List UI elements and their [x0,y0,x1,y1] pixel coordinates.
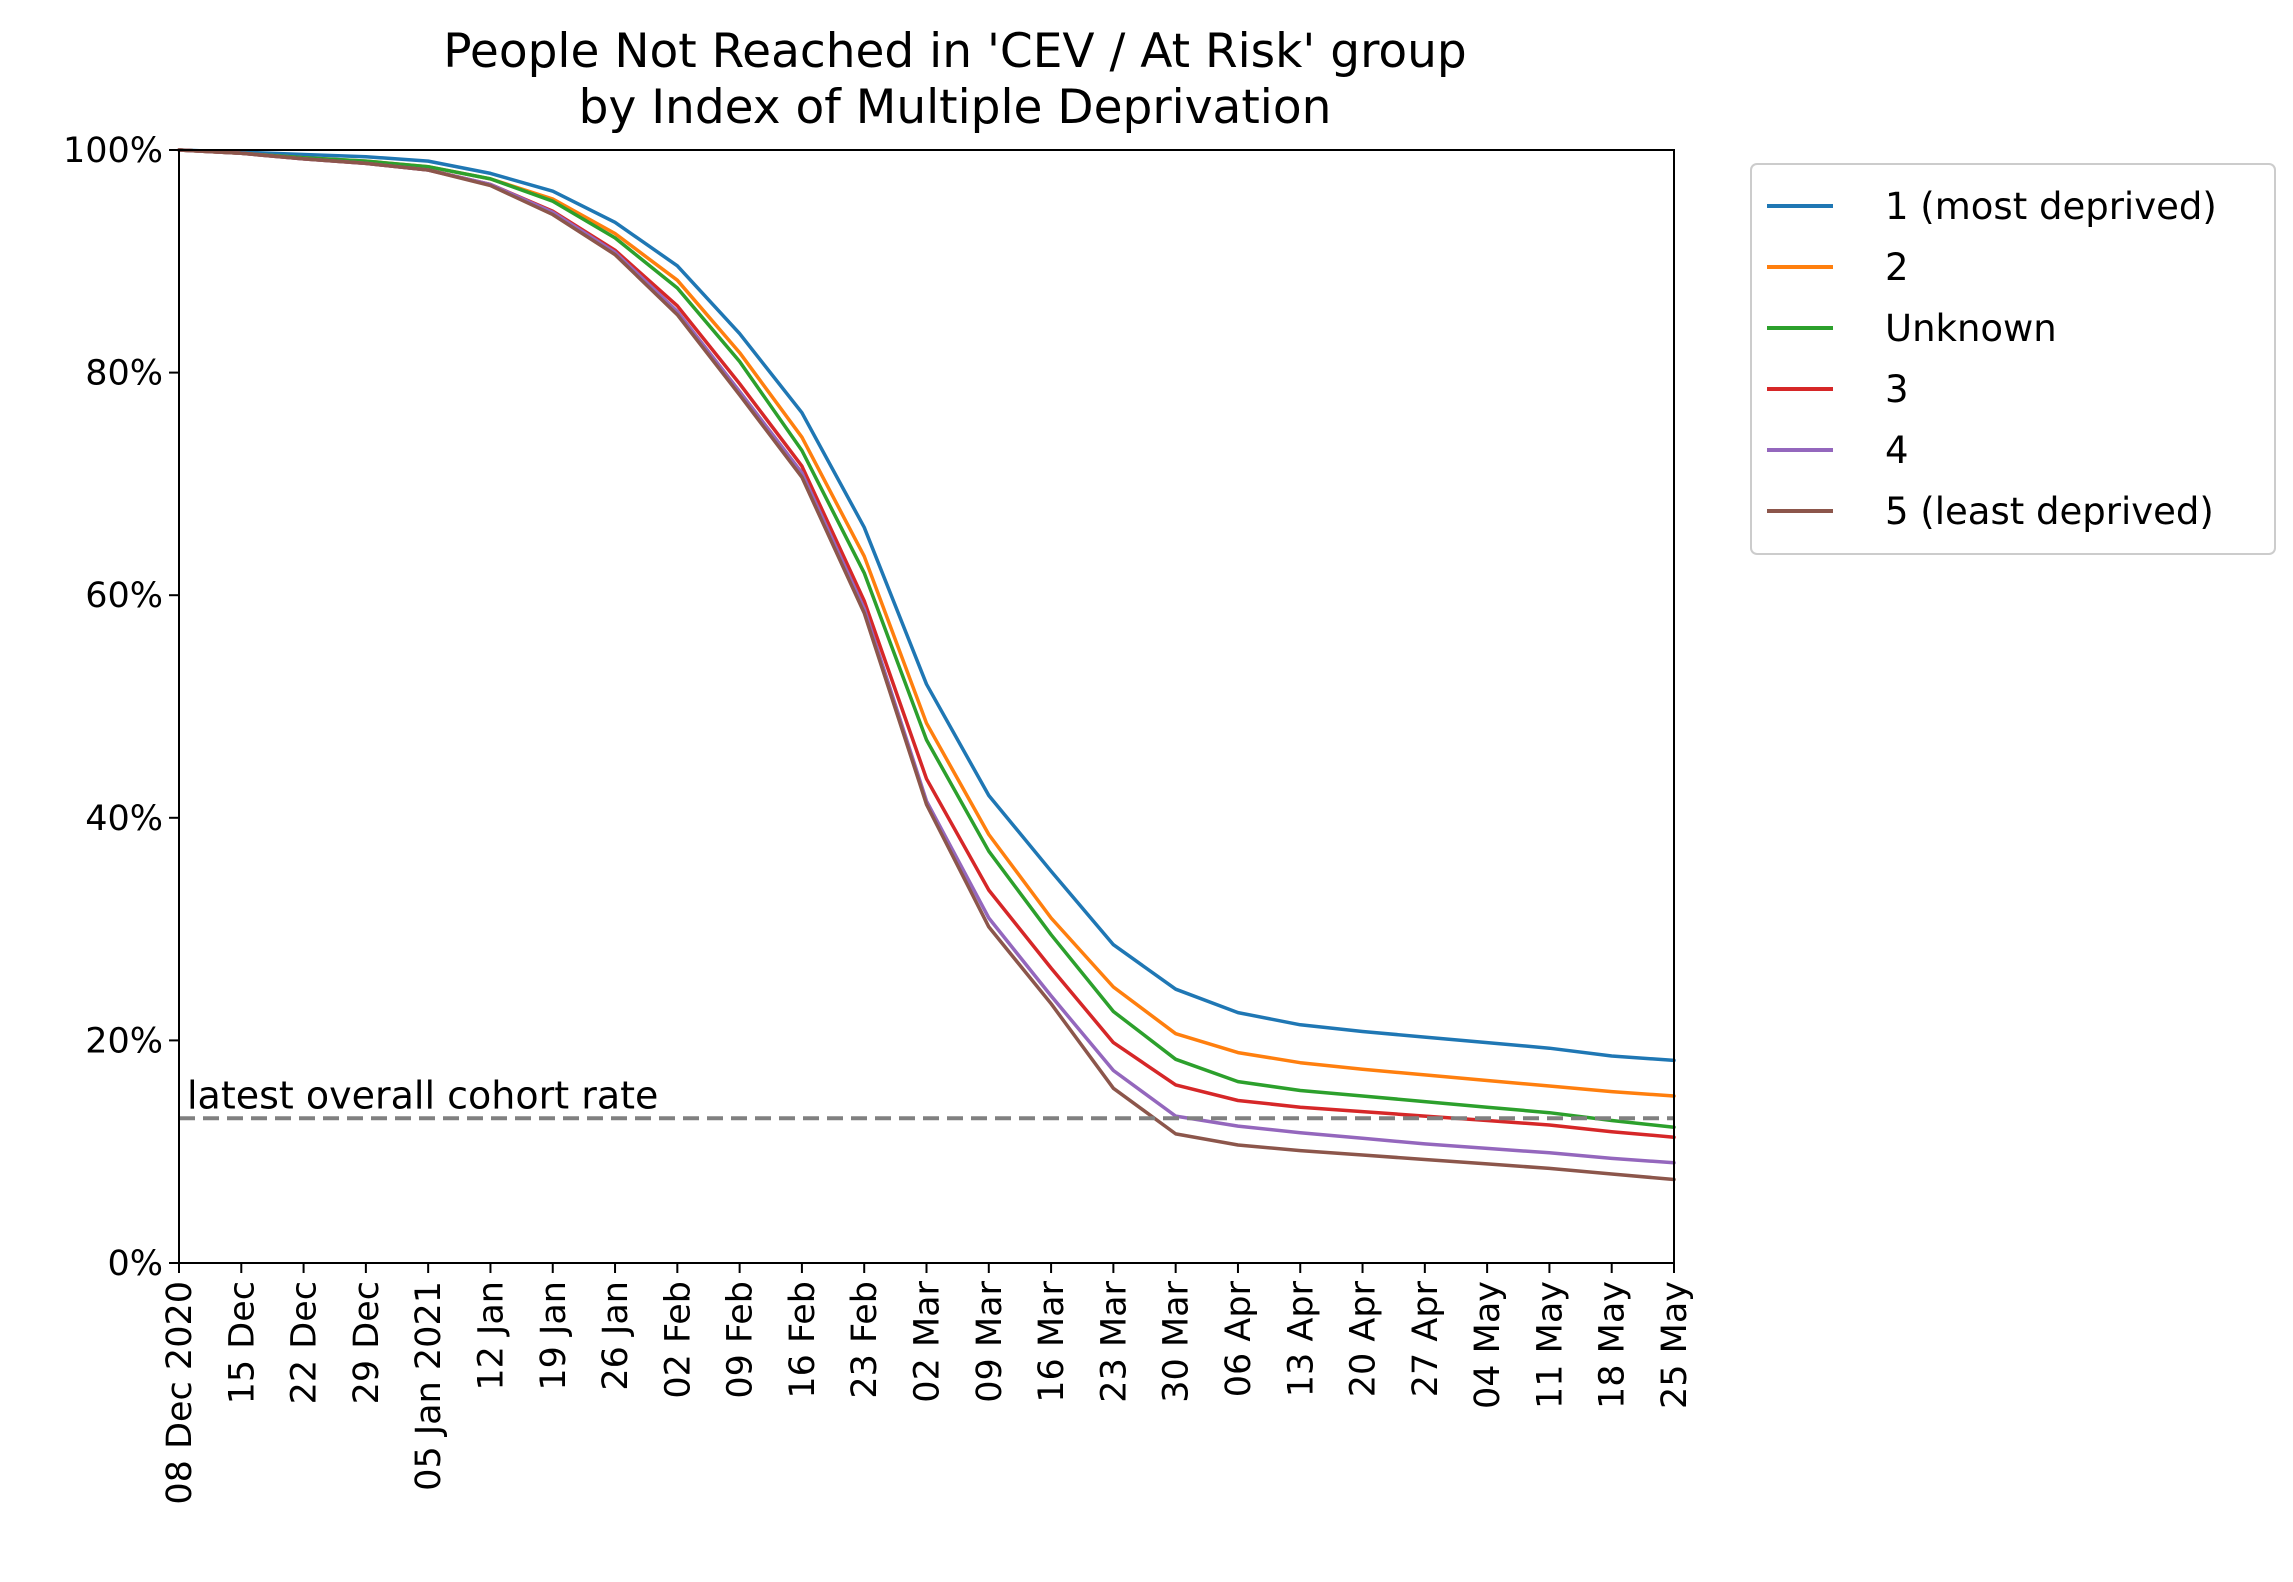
x-tick-label: 09 Feb [721,1281,761,1399]
x-tick-label: 30 Mar [1157,1280,1197,1402]
series-line-1 [177,148,1676,1063]
series-line-3 [177,148,1676,1129]
x-tick-label: 20 Apr [1344,1280,1384,1397]
x-tick-label: 23 Mar [1094,1280,1134,1402]
y-tick-label: 60% [85,576,163,616]
legend-label: Unknown [1885,307,2057,350]
x-tick-label: 13 Apr [1281,1280,1321,1397]
y-tick-label: 0% [107,1244,163,1284]
x-tick-label: 22 Dec [285,1281,325,1404]
legend-label: 1 (most deprived) [1885,185,2217,228]
legend-label: 5 (least deprived) [1885,490,2214,533]
series-layer [177,148,1676,1182]
x-tick-label: 06 Apr [1219,1280,1259,1397]
x-tick-label: 12 Jan [471,1281,511,1391]
x-tick-label: 11 May [1530,1281,1570,1409]
legend-label: 3 [1885,368,1909,411]
x-tick-label: 09 Mar [970,1280,1010,1402]
y-tick-label: 80% [85,354,163,394]
series-line-6 [177,148,1676,1182]
chart-title-line-2: by Index of Multiple Deprivation [579,80,1332,135]
series-line-5 [177,148,1676,1165]
chart-title-line-1: People Not Reached in 'CEV / At Risk' gr… [443,24,1467,79]
x-tick-label: 15 Dec [222,1281,262,1404]
x-tick-label: 05 Jan 2021 [409,1281,449,1491]
x-tick-label: 29 Dec [347,1281,387,1404]
x-tick-label: 08 Dec 2020 [160,1281,200,1505]
x-tick-label: 16 Feb [783,1281,823,1399]
x-tick-label: 26 Jan [596,1281,636,1391]
legend-box [1750,163,2276,555]
legend-label: 2 [1885,246,1909,289]
x-tick-label: 25 May [1655,1281,1695,1409]
x-tick-label: 02 Mar [908,1280,948,1402]
reference-line-group: latest overall cohort rate [179,1073,1674,1121]
x-axis: 08 Dec 2020 15 Dec 22 Dec 29 Dec 05 Jan 2021… [160,1263,1695,1505]
x-tick-label: 19 Jan [534,1281,574,1391]
y-tick-label: 100% [63,131,163,171]
y-tick-label: 40% [85,799,163,839]
legend: 1 (most deprived) 2 Unknown 3 4 5 (least depr… [1750,163,2276,555]
x-tick-label: 27 Apr [1406,1280,1446,1397]
x-tick-label: 02 Feb [658,1281,698,1399]
legend-label: 4 [1885,429,1909,472]
x-tick-label: 18 May [1593,1281,1633,1409]
x-tick-label: 16 Mar [1032,1280,1072,1402]
y-tick-label: 20% [85,1021,163,1061]
reference-line-label: latest overall cohort rate [187,1073,658,1117]
series-line-2 [177,148,1676,1098]
x-tick-label: 23 Feb [845,1281,885,1399]
series-line-4 [177,148,1676,1139]
y-axis: 0% 20% 40% 60% 80% 100% [63,131,179,1284]
x-tick-label: 04 May [1468,1281,1508,1409]
plot-frame [178,149,1675,1264]
